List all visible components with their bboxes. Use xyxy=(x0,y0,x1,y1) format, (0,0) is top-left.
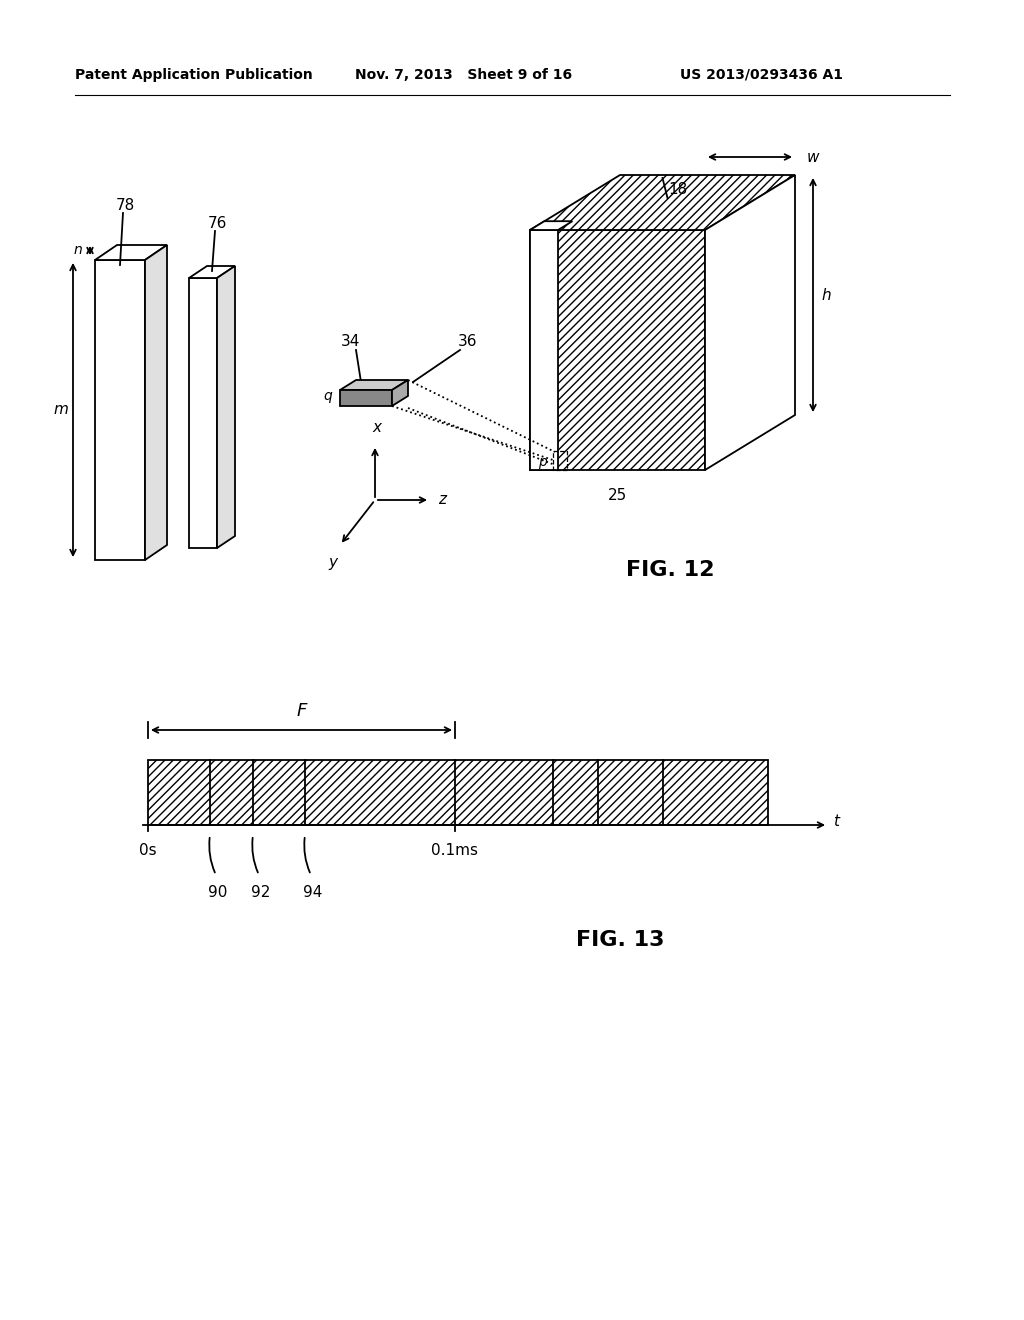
Polygon shape xyxy=(530,176,795,230)
Polygon shape xyxy=(189,279,217,548)
Text: 25: 25 xyxy=(608,487,627,503)
Text: 90: 90 xyxy=(208,884,227,900)
Text: q: q xyxy=(324,389,332,403)
Text: 78: 78 xyxy=(116,198,134,213)
Polygon shape xyxy=(530,222,572,230)
Text: z: z xyxy=(438,492,446,507)
Text: 76: 76 xyxy=(207,215,226,231)
Polygon shape xyxy=(340,389,392,407)
Polygon shape xyxy=(392,380,408,407)
Text: 92: 92 xyxy=(251,884,270,900)
Text: w: w xyxy=(807,149,819,165)
Text: t: t xyxy=(833,814,839,829)
Text: 0.1ms: 0.1ms xyxy=(431,843,478,858)
Polygon shape xyxy=(148,760,768,825)
Text: 34: 34 xyxy=(341,334,360,350)
Text: 36: 36 xyxy=(459,334,478,350)
Polygon shape xyxy=(95,260,145,560)
Polygon shape xyxy=(340,380,408,389)
Polygon shape xyxy=(145,246,167,560)
Text: 0s: 0s xyxy=(139,843,157,858)
Polygon shape xyxy=(217,267,234,548)
Polygon shape xyxy=(95,246,167,260)
Text: US 2013/0293436 A1: US 2013/0293436 A1 xyxy=(680,69,843,82)
Text: F: F xyxy=(296,702,306,719)
Text: 18: 18 xyxy=(668,182,687,198)
Text: Patent Application Publication: Patent Application Publication xyxy=(75,69,312,82)
Text: FIG. 12: FIG. 12 xyxy=(626,560,715,579)
Text: p: p xyxy=(539,455,547,469)
Text: n: n xyxy=(74,243,82,257)
Text: m: m xyxy=(53,403,68,417)
Text: FIG. 13: FIG. 13 xyxy=(575,931,665,950)
Polygon shape xyxy=(705,176,795,470)
Text: Nov. 7, 2013   Sheet 9 of 16: Nov. 7, 2013 Sheet 9 of 16 xyxy=(355,69,572,82)
Polygon shape xyxy=(530,230,558,470)
Polygon shape xyxy=(189,267,234,279)
Text: x: x xyxy=(373,420,382,436)
Text: h: h xyxy=(821,288,830,302)
Polygon shape xyxy=(530,230,705,470)
Text: 94: 94 xyxy=(303,884,323,900)
Text: y: y xyxy=(329,554,338,570)
